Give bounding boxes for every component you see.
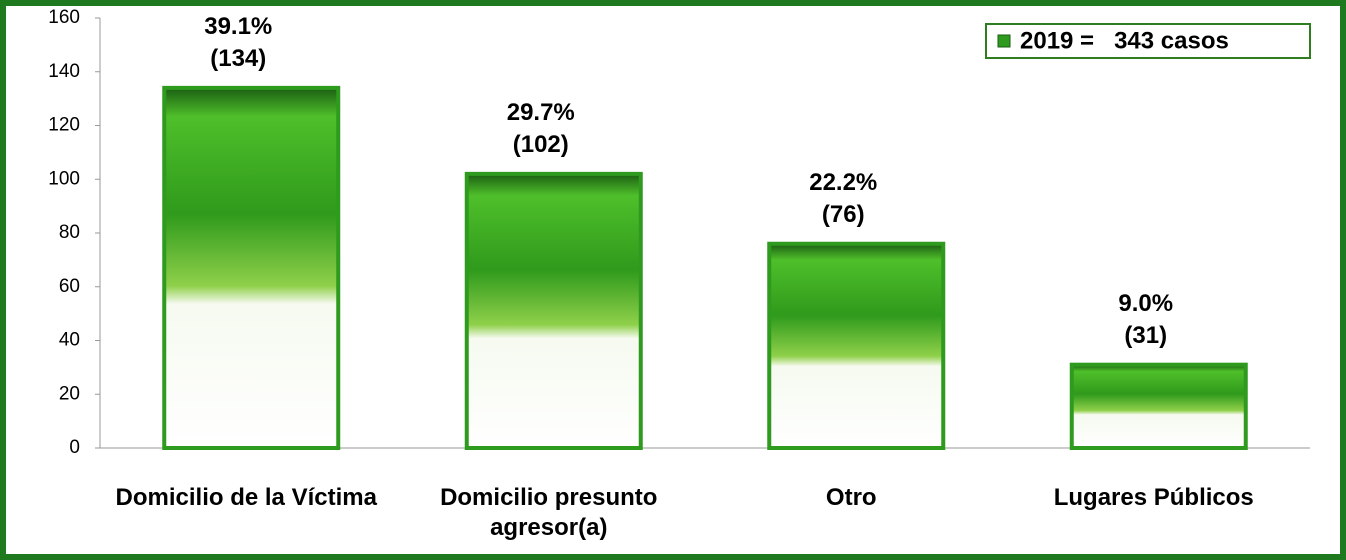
percent-label: 39.1%: [204, 13, 272, 40]
x-tick-label: Otro: [825, 484, 877, 511]
y-tick-label: 80: [59, 222, 80, 243]
x-tick-label: Domicilio presunto agresor(a): [440, 484, 658, 541]
legend-label: 2019 = 343 casos: [1020, 27, 1229, 54]
value-label: (76): [822, 201, 865, 228]
y-tick-label: 160: [48, 7, 80, 28]
y-tick-label: 20: [59, 383, 80, 404]
legend-box: [985, 23, 1311, 59]
percent-label: 9.0%: [1118, 290, 1173, 317]
y-tick-label: 40: [59, 330, 80, 351]
y-tick-label: 140: [48, 61, 80, 82]
chart-svg: 0 20 40 60 80 100 120 140 160 39.1% (134) 29.7% (102…: [48, 7, 1311, 458]
x-tick-label: Lugares Públicos: [1053, 484, 1254, 511]
y-tick-label: 60: [59, 276, 80, 297]
legend-marker: [997, 34, 1011, 48]
bar: [767, 241, 946, 450]
value-label: (134): [210, 45, 266, 72]
x-tick-label: Domicilio de la Víctima: [115, 484, 377, 511]
legend: 2019 = 343 casos: [985, 23, 1311, 59]
y-tick-label: 0: [69, 437, 80, 458]
bar: [464, 171, 643, 450]
value-label: (102): [513, 131, 569, 158]
value-label: (31): [1124, 322, 1167, 349]
y-tick-label: 120: [48, 115, 80, 136]
bar: [1069, 362, 1248, 450]
percent-label: 29.7%: [507, 99, 575, 126]
percent-label: 22.2%: [809, 169, 877, 196]
y-tick-label: 100: [48, 168, 80, 189]
bar: [162, 85, 341, 450]
